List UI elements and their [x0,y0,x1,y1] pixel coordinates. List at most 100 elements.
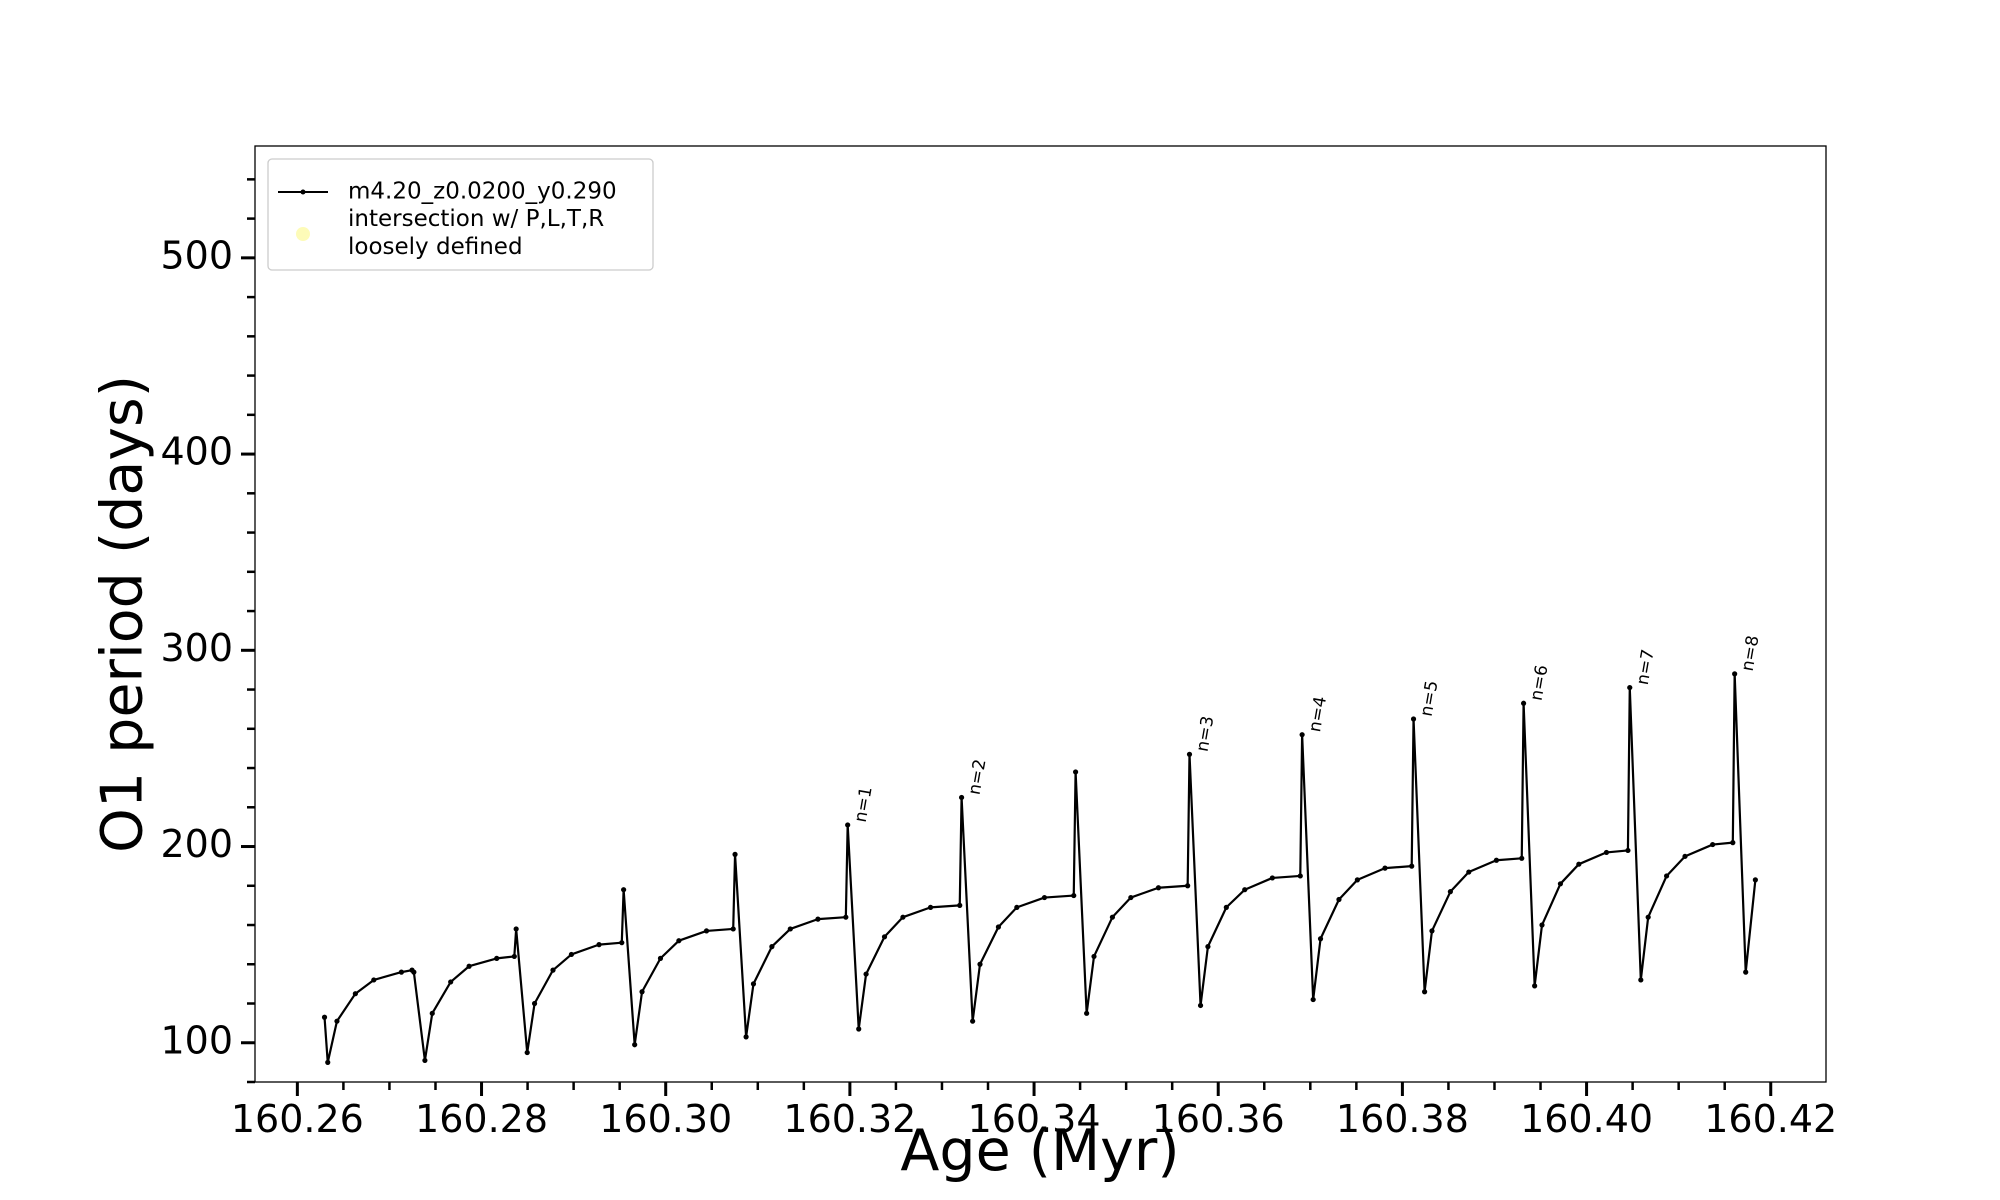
data-point [732,851,738,857]
data-point [1084,1010,1090,1016]
x-tick-label: 160.40 [1520,1097,1653,1141]
data-point [1682,853,1688,859]
data-point [863,971,869,977]
y-axis-label: O1 period (days) [90,375,156,853]
x-tick-label: 160.28 [415,1097,548,1141]
y-tick-label: 400 [160,430,233,474]
data-point [977,961,983,967]
data-point [511,953,517,960]
data-point [513,926,519,932]
data-point [1743,969,1749,975]
plot-frame [254,145,1827,1083]
data-point [1072,769,1079,775]
data-point [531,1000,538,1007]
data-point [429,1010,435,1016]
data-point [1429,928,1435,934]
data-point [1645,914,1651,920]
data-point [621,887,627,893]
data-point [787,926,793,932]
data-point [769,944,775,950]
y-tick-label: 200 [160,822,233,866]
data-point [639,989,645,995]
x-tick-label: 160.30 [599,1097,732,1141]
data-point [411,969,417,975]
data-point [524,1049,530,1056]
data-point [1576,861,1582,867]
data-point [676,938,682,944]
x-tick-label: 160.32 [783,1097,916,1141]
data-point [466,963,472,969]
data-point [1336,896,1342,903]
data-point [1519,855,1525,861]
data-point [1410,716,1417,722]
data-point [1493,857,1500,863]
data-point [881,934,888,940]
data-point [371,977,377,983]
data-point [995,924,1002,930]
x-axis-label: Age (Myr) [900,1118,1179,1184]
data-point [1310,996,1316,1003]
data-point [1447,889,1453,895]
data-point [1269,875,1275,881]
data-point [596,942,602,948]
data-point [1242,887,1248,893]
data-point [1730,840,1736,846]
data-point [1155,885,1162,891]
data-point [815,916,821,922]
data-point [1109,914,1116,920]
data-point [1663,873,1670,879]
data-point [448,979,454,985]
data-point [1557,881,1564,887]
legend-marker [300,189,306,195]
data-point [1466,869,1472,875]
legend-label-line: intersection w/ P,L,T,R [348,206,604,232]
legend-label-line: loosely defined [348,234,523,260]
data-point [856,1026,862,1032]
data-point [325,1059,331,1065]
data-point [1532,983,1538,989]
data-point [657,955,664,961]
data-point [1317,936,1324,942]
data-point [970,1018,976,1024]
data-point [1091,953,1097,960]
data-point [1186,751,1193,757]
data-point [1185,883,1191,889]
data-point [1382,865,1388,871]
legend-box [267,158,654,271]
data-point [703,928,710,934]
data-point [1421,989,1428,995]
data-point [398,969,405,975]
data-point [958,794,965,801]
data-point [1128,894,1134,901]
data-point [494,955,500,961]
data-point [900,914,906,920]
data-point [1197,1002,1204,1009]
legend-marker [296,227,310,241]
data-point [422,1057,428,1064]
data-point [1625,847,1631,854]
data-point [1710,841,1716,848]
data-point [1732,671,1738,677]
data-point [1014,904,1020,910]
data-point [1071,892,1077,899]
x-tick-label: 160.26 [231,1097,364,1141]
data-point [568,951,575,958]
data-point [843,914,849,920]
data-point [1539,922,1545,928]
data-point [334,1018,340,1024]
series-line [323,672,1757,1064]
data-point [1297,873,1303,879]
data-point [750,981,757,987]
legend-label: m4.20_z0.0200_y0.290 [348,179,617,205]
x-tick-label: 160.36 [1152,1097,1285,1141]
data-point [957,902,963,908]
data-point [1638,977,1644,983]
data-point [1603,849,1610,856]
data-point [1041,894,1048,901]
x-tick-label: 160.38 [1336,1097,1469,1141]
data-point [550,967,556,973]
data-point [1752,877,1758,883]
data-point [743,1034,749,1040]
